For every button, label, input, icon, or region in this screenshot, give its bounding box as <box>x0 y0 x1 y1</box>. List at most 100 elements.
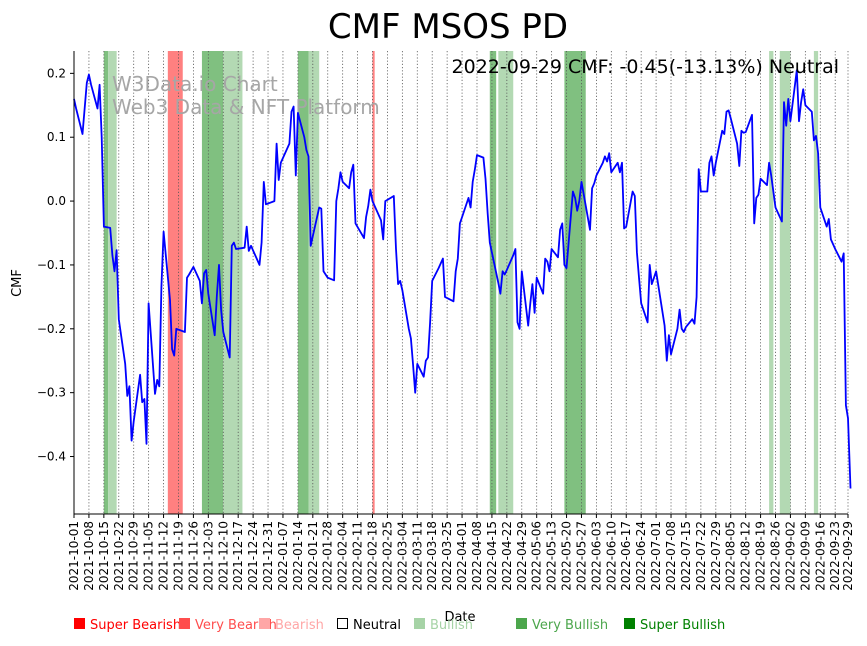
cmf-line <box>73 69 852 489</box>
watermark-line-2: Web3 Data & NFT Platform <box>112 95 380 119</box>
y-tick-label-1: 0.1 <box>47 130 66 144</box>
x-tick-label-27: 2022-04-08 <box>470 521 484 591</box>
band-very_bearish-7 <box>372 51 375 514</box>
x-ticks: 2021-10-01 2021-10-08 2021-10-15 2021-10-22… <box>67 514 855 591</box>
x-tick-label-20: 2022-02-18 <box>366 521 380 591</box>
band-bullish-13 <box>813 51 819 514</box>
x-tick-label-38: 2022-06-24 <box>634 521 648 591</box>
y-tick-label-6: −0.4 <box>37 450 66 464</box>
legend-label-4: Bullish <box>430 618 473 633</box>
legend-label-6: Super Bullish <box>640 618 725 633</box>
x-tick-label-29: 2022-04-22 <box>500 521 514 591</box>
watermark-line-1: W3Data.io Chart <box>112 72 278 96</box>
band-very_bullish-10 <box>564 51 586 514</box>
band-bullish-9 <box>498 51 514 514</box>
x-tick-label-25: 2022-03-25 <box>440 521 454 591</box>
band-bullish-4 <box>223 51 243 514</box>
x-tick-label-49: 2022-09-09 <box>798 521 812 591</box>
x-tick-label-2: 2021-10-15 <box>97 521 111 591</box>
x-tick-label-1: 2021-10-08 <box>82 521 96 591</box>
x-tick-label-3: 2021-10-22 <box>112 521 126 591</box>
x-tick-label-18: 2022-02-04 <box>336 521 350 591</box>
x-tick-label-8: 2021-11-26 <box>186 521 200 591</box>
band-very_bullish-5 <box>297 51 309 514</box>
legend-swatch-1 <box>179 618 190 629</box>
legend-label-2: Bearish <box>275 618 324 633</box>
x-tick-label-26: 2022-04-01 <box>455 521 469 591</box>
x-tick-label-41: 2022-07-15 <box>679 521 693 591</box>
x-tick-label-0: 2021-10-01 <box>67 521 81 591</box>
y-tick-label-5: −0.3 <box>37 386 66 400</box>
x-tick-label-10: 2021-12-10 <box>216 521 230 591</box>
x-tick-label-7: 2021-11-19 <box>171 521 185 591</box>
x-tick-label-24: 2022-03-18 <box>425 521 439 591</box>
x-gridlines <box>73 51 849 514</box>
x-tick-label-35: 2022-06-03 <box>589 521 603 591</box>
x-tick-label-23: 2022-03-11 <box>410 521 424 591</box>
chart-annotation: 2022-09-29 CMF: -0.45(-13.13%) Neutral <box>452 56 839 78</box>
x-tick-label-37: 2022-06-17 <box>619 521 633 591</box>
x-tick-label-30: 2022-04-29 <box>515 521 529 591</box>
band-bullish-1 <box>108 51 117 514</box>
x-tick-label-28: 2022-04-15 <box>485 521 499 591</box>
x-tick-label-39: 2022-07-01 <box>649 521 663 591</box>
y-tick-label-2: 0.0 <box>47 194 66 208</box>
x-tick-label-50: 2022-09-16 <box>813 521 827 591</box>
x-tick-label-15: 2022-01-14 <box>291 521 305 591</box>
x-tick-label-33: 2022-05-20 <box>560 521 574 591</box>
x-tick-label-43: 2022-07-29 <box>709 521 723 591</box>
x-tick-label-48: 2022-09-02 <box>783 521 797 591</box>
y-tick-label-4: −0.2 <box>37 322 66 336</box>
x-tick-label-44: 2022-08-05 <box>724 521 738 591</box>
band-bullish-12 <box>779 51 791 514</box>
x-tick-label-51: 2022-09-23 <box>828 521 842 591</box>
chart-title: CMF MSOS PD <box>328 7 568 47</box>
y-tick-label-0: 0.2 <box>47 66 66 80</box>
legend-swatch-0 <box>74 618 85 629</box>
band-very_bullish-3 <box>201 51 224 514</box>
x-tick-label-32: 2022-05-13 <box>545 521 559 591</box>
legend-label-1: Very Bearish <box>195 618 277 633</box>
legend-swatch-4 <box>414 618 425 629</box>
y-ticks: 0.2 0.1 0.0 −0.1 −0.2 −0.3 −0.4 <box>37 66 74 464</box>
x-tick-label-47: 2022-08-26 <box>769 521 783 591</box>
signal-bands <box>103 51 819 514</box>
x-tick-label-12: 2021-12-24 <box>246 521 260 591</box>
x-tick-label-16: 2022-01-21 <box>306 521 320 591</box>
band-bullish-6 <box>308 51 320 514</box>
y-tick-label-3: −0.1 <box>37 258 66 272</box>
x-tick-label-40: 2022-07-08 <box>664 521 678 591</box>
legend-label-3: Neutral <box>353 618 401 633</box>
cmf-series <box>73 69 852 489</box>
x-tick-label-36: 2022-06-10 <box>604 521 618 591</box>
x-tick-label-45: 2022-08-12 <box>739 521 753 591</box>
legend-swatch-6 <box>624 618 635 629</box>
legend-swatch-2 <box>259 618 270 629</box>
x-tick-label-42: 2022-07-22 <box>694 521 708 591</box>
band-bullish-11 <box>769 51 774 514</box>
band-very_bullish-0 <box>103 51 109 514</box>
x-tick-label-9: 2021-12-03 <box>201 521 215 591</box>
legend-label-5: Very Bullish <box>532 618 608 633</box>
band-very_bearish-2 <box>167 51 183 514</box>
x-tick-label-34: 2022-05-27 <box>574 521 588 591</box>
x-tick-label-4: 2021-10-29 <box>127 521 141 591</box>
legend-swatch-neutral <box>337 618 348 629</box>
x-tick-label-21: 2022-02-25 <box>380 521 394 591</box>
x-tick-label-11: 2021-12-17 <box>231 521 245 591</box>
x-axis-label: Date <box>444 610 475 625</box>
x-tick-label-5: 2021-11-05 <box>142 521 156 591</box>
x-tick-label-46: 2022-08-19 <box>754 521 768 591</box>
x-tick-label-14: 2022-01-07 <box>276 521 290 591</box>
band-very_bullish-8 <box>489 51 497 514</box>
x-tick-label-22: 2022-03-04 <box>395 521 409 591</box>
x-tick-label-17: 2022-01-28 <box>321 521 335 591</box>
legend-label-0: Super Bearish <box>90 618 181 633</box>
x-tick-label-52: 2022-09-29 <box>841 521 855 591</box>
y-axis-label: CMF <box>10 269 25 297</box>
x-tick-label-31: 2022-05-06 <box>530 521 544 591</box>
x-tick-label-19: 2022-02-11 <box>351 521 365 591</box>
x-tick-label-6: 2021-11-12 <box>157 521 171 591</box>
x-tick-label-13: 2021-12-31 <box>261 521 275 591</box>
